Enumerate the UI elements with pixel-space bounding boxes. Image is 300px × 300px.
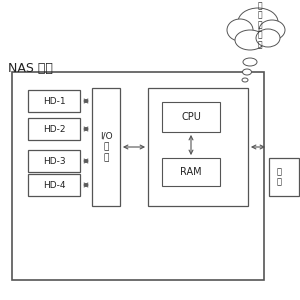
Ellipse shape <box>259 20 285 40</box>
Bar <box>92 88 120 206</box>
Bar <box>148 88 248 206</box>
Bar <box>28 150 80 172</box>
Bar <box>12 72 264 280</box>
Bar <box>269 158 299 196</box>
Bar <box>162 158 220 186</box>
Text: 控
内
赤
令
课: 控 内 赤 令 课 <box>258 1 262 49</box>
Text: I/O
控
制: I/O 控 制 <box>100 131 112 163</box>
Ellipse shape <box>256 29 280 47</box>
Ellipse shape <box>235 30 265 50</box>
Text: RAM: RAM <box>180 167 202 177</box>
Text: HD-4: HD-4 <box>43 181 65 190</box>
Ellipse shape <box>243 58 257 66</box>
Text: HD-3: HD-3 <box>43 157 65 166</box>
Bar <box>162 102 220 132</box>
Bar <box>28 118 80 140</box>
Ellipse shape <box>242 78 248 82</box>
Bar <box>28 90 80 112</box>
Text: HD-1: HD-1 <box>43 97 65 106</box>
Text: NAS 架构: NAS 架构 <box>8 62 53 75</box>
Bar <box>28 174 80 196</box>
Ellipse shape <box>227 19 253 41</box>
Text: 网
络: 网 络 <box>277 167 281 187</box>
Text: HD-2: HD-2 <box>43 124 65 134</box>
Ellipse shape <box>238 8 278 36</box>
Text: CPU: CPU <box>181 112 201 122</box>
Ellipse shape <box>242 69 251 75</box>
